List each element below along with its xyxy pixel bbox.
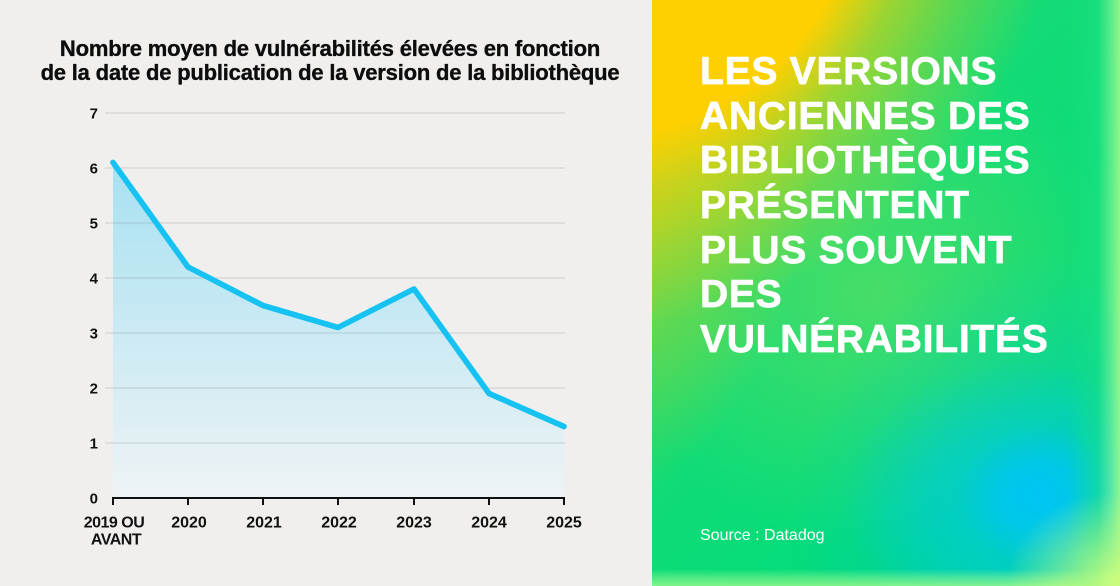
svg-text:2: 2 xyxy=(90,381,98,398)
svg-text:AVANT: AVANT xyxy=(91,532,142,549)
svg-text:2020: 2020 xyxy=(171,515,207,532)
svg-text:3: 3 xyxy=(90,326,98,343)
svg-text:2022: 2022 xyxy=(321,515,357,532)
svg-text:4: 4 xyxy=(90,271,99,288)
svg-text:2025: 2025 xyxy=(546,515,582,532)
svg-text:7: 7 xyxy=(90,106,98,123)
svg-text:2019 OU: 2019 OU xyxy=(84,515,145,532)
svg-text:2023: 2023 xyxy=(396,515,432,532)
svg-text:0: 0 xyxy=(90,491,98,508)
svg-text:1: 1 xyxy=(90,436,98,453)
svg-text:2021: 2021 xyxy=(246,515,282,532)
svg-text:5: 5 xyxy=(90,216,98,233)
svg-text:6: 6 xyxy=(90,161,98,178)
svg-text:2024: 2024 xyxy=(471,515,507,532)
